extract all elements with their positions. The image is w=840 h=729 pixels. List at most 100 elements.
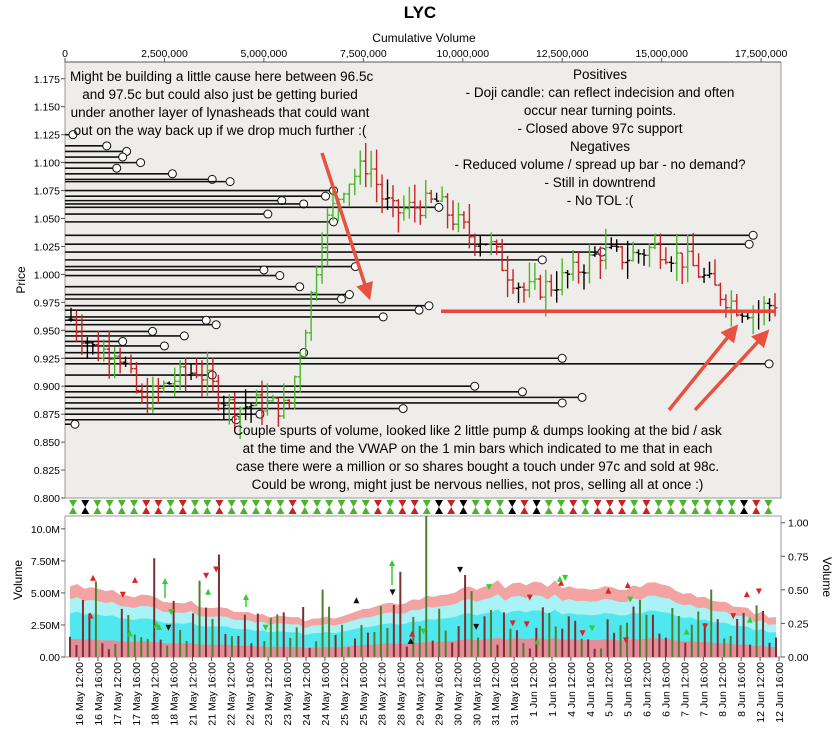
volume-marker xyxy=(126,630,133,637)
volume-marker xyxy=(389,589,396,596)
volume-marker xyxy=(746,616,753,623)
signal-marker xyxy=(410,500,419,507)
x-axis-tick-label: 25 May 16:00 xyxy=(358,662,370,726)
annotation-right-line: - No TOL :( xyxy=(566,193,634,208)
price-level-marker xyxy=(118,336,128,346)
volume-axis-left-tick-label: 5.00M xyxy=(31,588,60,600)
signal-marker xyxy=(81,500,90,507)
signal-marker xyxy=(227,500,236,507)
price-level-marker xyxy=(179,331,189,341)
volume-marker xyxy=(755,588,762,595)
price-level-marker xyxy=(211,320,221,330)
signal-marker xyxy=(313,500,321,507)
volume-marker xyxy=(353,597,360,604)
price-axis-tick-label: 0.825 xyxy=(34,465,60,477)
price-level-lines xyxy=(65,130,774,429)
signal-marker xyxy=(337,500,346,507)
signal-marker xyxy=(191,500,199,507)
arrow-up-2 xyxy=(693,329,770,412)
signal-marker xyxy=(227,507,236,514)
price-panel xyxy=(64,61,782,499)
price-axis-tick-label: 0.850 xyxy=(34,437,60,449)
volume-axis-left-title: Volume xyxy=(11,560,25,600)
x-axis-tick-label: 7 Jun 12:00 xyxy=(679,662,691,717)
arrow-down-1 xyxy=(320,152,373,301)
signal-marker xyxy=(386,507,395,514)
annotation-left: Might be building a little cause here be… xyxy=(70,68,373,140)
price-axis-tick-label: 0.950 xyxy=(34,325,60,337)
signal-marker xyxy=(496,507,504,514)
signal-marker xyxy=(654,500,663,507)
x-axis-tick-label: 4 Jun 16:00 xyxy=(585,662,597,717)
x-axis-tick-label: 21 May 12:00 xyxy=(188,662,200,726)
signal-marker xyxy=(508,507,517,514)
signal-marker xyxy=(740,500,748,507)
signal-marker xyxy=(178,507,187,514)
volume-marker xyxy=(627,596,634,603)
x-axis-tick-label: 16 May 16:00 xyxy=(93,662,105,726)
x-axis-tick-label: 23 May 12:00 xyxy=(263,662,275,726)
volume-marker xyxy=(90,574,97,581)
x-axis-tick-label: 28 May 16:00 xyxy=(396,662,408,726)
signal-marker xyxy=(679,507,687,514)
price-level-marker xyxy=(744,239,754,249)
volume-axis-left-tick-label: 10.0M xyxy=(31,524,60,536)
top-axis-tick-label: 7,500,000 xyxy=(340,48,387,60)
volume-marker xyxy=(131,576,138,583)
price-axis-tick-label: 0.975 xyxy=(34,297,60,309)
x-axis-tick-label: 24 May 12:00 xyxy=(301,662,313,726)
price-axis-tick-label: 1.025 xyxy=(34,241,60,253)
signal-marker xyxy=(544,500,553,507)
signal-marker xyxy=(569,500,578,507)
signal-marker xyxy=(520,500,529,507)
volume-marker xyxy=(589,625,596,632)
signal-marker xyxy=(471,507,480,514)
signal-marker xyxy=(93,500,102,507)
signal-marker xyxy=(715,507,724,514)
price-axis-tick-label: 1.000 xyxy=(34,269,60,281)
signal-marker xyxy=(105,500,114,507)
volume-marker xyxy=(213,566,220,573)
arrow-up-1 xyxy=(667,324,739,412)
annotation-right-line: - Reduced volume / spread up bar - no de… xyxy=(454,157,746,172)
price-level-marker xyxy=(201,315,211,325)
price-axis-tick-label: 1.175 xyxy=(34,74,60,86)
x-axis-tick-label: 1 Jun 12:00 xyxy=(528,662,540,717)
signal-marker xyxy=(337,507,346,514)
volume-marker xyxy=(457,566,464,573)
signal-marker xyxy=(630,500,639,507)
x-axis-tick-label: 23 May 16:00 xyxy=(282,662,294,726)
volume-axis-right-title: Volume xyxy=(820,557,834,597)
signal-marker xyxy=(764,507,773,514)
x-axis-tick-label: 31 May 16:00 xyxy=(509,662,521,726)
annotation-bottom-line: Could be wrong, might just be nervous ne… xyxy=(251,477,704,492)
x-axis-tick-label: 25 May 12:00 xyxy=(339,662,351,726)
signal-marker xyxy=(752,500,761,507)
signal-marker xyxy=(410,507,419,514)
x-axis-tick-label: 7 Jun 16:00 xyxy=(698,662,710,717)
signal-marker xyxy=(215,500,224,507)
volume-marker xyxy=(534,638,541,645)
price-level-marker xyxy=(434,202,444,212)
top-axis-tick-label: 2,500,000 xyxy=(141,48,188,60)
signal-marker xyxy=(191,507,199,514)
signal-marker xyxy=(630,507,639,514)
annotation-bottom-line: at the time and the VWAP on the 1 min ba… xyxy=(242,441,713,456)
signal-marker xyxy=(605,507,614,514)
price-level-marker xyxy=(748,230,758,240)
x-axis-tick-label: 12 Jun 16:00 xyxy=(774,662,786,723)
price-axis-title: Price xyxy=(14,266,28,294)
signal-marker xyxy=(325,507,334,514)
volume-marker xyxy=(203,572,210,579)
signal-marker xyxy=(435,500,443,507)
price-level-marker xyxy=(557,398,567,408)
signal-marker xyxy=(581,500,590,507)
x-axis-tick-label: 17 May 16:00 xyxy=(131,662,143,726)
annotation-right-line: - Doji candle: can reflect indecision an… xyxy=(465,85,735,100)
volume-marker xyxy=(165,624,172,631)
x-axis-tick-label: 22 May 12:00 xyxy=(225,662,237,726)
price-level-marker xyxy=(112,163,122,173)
annotation-right-line: Negatives xyxy=(569,139,631,154)
signal-marker xyxy=(300,500,309,507)
x-axis-tick-label: 6 Jun 12:00 xyxy=(642,662,654,717)
